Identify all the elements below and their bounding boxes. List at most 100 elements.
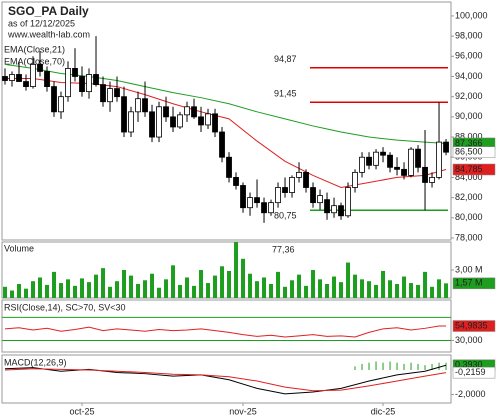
volume-bar — [213, 275, 218, 298]
volume-bar — [430, 286, 435, 298]
volume-bar — [45, 284, 50, 298]
volume-bar — [101, 268, 106, 298]
volume-bar — [108, 286, 113, 298]
macd-panel — [1, 354, 452, 404]
candle-body — [30, 63, 36, 87]
volume-bar — [269, 284, 274, 298]
candle-body — [128, 111, 134, 133]
volume-bar — [220, 266, 225, 298]
x-tick-label: oct-25 — [70, 406, 95, 416]
panel-title: MACD(12,26,9) — [4, 357, 67, 367]
volume-bar — [143, 280, 148, 298]
candle-body — [149, 111, 155, 138]
volume-bar — [17, 284, 22, 298]
candle-body — [79, 76, 85, 93]
last-value-label: 1,57 M — [455, 278, 483, 288]
volume-bar — [178, 284, 183, 298]
source: www.wealth-lab.com — [7, 29, 90, 39]
candle-body — [100, 84, 106, 103]
level-label: 94,87 — [274, 54, 297, 64]
volume-bar — [150, 273, 155, 298]
candle-body — [51, 86, 57, 113]
price-panel — [1, 1, 452, 241]
volume-bar — [227, 270, 232, 298]
candle-body — [226, 156, 232, 178]
volume-bar — [66, 279, 71, 298]
subtitle: as of 12/12/2025 — [8, 18, 75, 28]
volume-bar — [290, 280, 295, 298]
candle-body — [261, 202, 267, 214]
volume-bar — [171, 265, 176, 298]
last-value-label: 84,785 — [455, 164, 483, 174]
y-tick-label: 98,000 — [455, 30, 483, 40]
candle-body — [44, 71, 50, 87]
volume-bar — [164, 279, 169, 298]
volume-bar — [136, 284, 141, 298]
volume-bar — [129, 275, 134, 298]
last-value-label: 0,3930 — [455, 360, 483, 370]
candle-body — [72, 68, 78, 77]
candle-body — [58, 96, 64, 113]
volume-bar — [52, 271, 57, 298]
volume-bar — [311, 270, 316, 298]
candle-body — [9, 74, 15, 81]
volume-bar — [262, 277, 267, 298]
last-value-label: -0,2159 — [455, 367, 486, 377]
candle-body — [142, 98, 148, 113]
volume-bar — [10, 290, 15, 298]
volume-bar — [115, 281, 120, 298]
volume-bar — [388, 280, 393, 298]
volume-bar — [444, 283, 449, 298]
last-value-label: 86,500 — [455, 147, 483, 157]
volume-bar — [297, 274, 302, 298]
volume-bar — [3, 286, 8, 298]
candle-body — [2, 76, 8, 81]
rsi-panel — [1, 299, 452, 353]
volume-bar — [255, 281, 260, 298]
x-tick-label: nov-25 — [229, 406, 257, 416]
level-label: 91,45 — [274, 89, 297, 99]
volume-bar — [234, 242, 239, 298]
y-tick-label: 84,000 — [455, 172, 483, 182]
candle-body — [107, 88, 113, 103]
volume-bar — [304, 285, 309, 298]
last-value-label: 54,9835 — [455, 320, 488, 330]
volume-bar — [157, 287, 162, 298]
candle-body — [415, 148, 421, 168]
volume-bar — [374, 284, 379, 298]
volume-bar — [437, 279, 442, 298]
x-tick-label: dic-25 — [371, 406, 396, 416]
volume-bar — [276, 271, 281, 298]
volume-bar — [318, 279, 323, 298]
level-label: 80,75 — [274, 211, 297, 221]
y-tick-label: 96,000 — [455, 51, 483, 61]
candle-body — [163, 106, 169, 118]
candle-body — [191, 106, 197, 118]
candle-body — [324, 199, 330, 214]
volume-bar — [325, 284, 330, 298]
candle-body — [408, 148, 414, 176]
candle-body — [429, 177, 435, 183]
volume-bar — [360, 279, 365, 298]
volume-bar — [87, 282, 92, 298]
candle-body — [37, 63, 43, 72]
volume-bar — [353, 274, 358, 298]
panel-title: Volume — [4, 243, 34, 253]
candle-body — [443, 141, 449, 153]
candle-body — [177, 114, 183, 128]
y-tick-label: 94,000 — [455, 71, 483, 81]
volume-bar — [346, 262, 351, 298]
candle-body — [436, 141, 442, 178]
candle-body — [359, 156, 365, 173]
volume-bar — [38, 277, 43, 298]
candle-body — [296, 171, 302, 178]
candle-body — [345, 187, 351, 217]
candle-body — [373, 151, 379, 166]
volume-bar — [402, 276, 407, 298]
y-tick-label: 30,000 — [455, 335, 483, 345]
candle-body — [317, 195, 323, 204]
candle-body — [310, 187, 316, 204]
volume-bar — [332, 276, 337, 298]
indicator-line — [4, 368, 447, 392]
volume-bar — [199, 270, 204, 298]
